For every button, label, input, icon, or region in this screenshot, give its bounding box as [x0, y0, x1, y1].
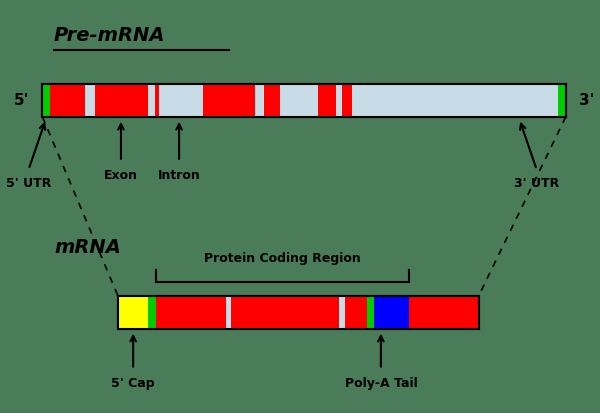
- Text: Pre-mRNA: Pre-mRNA: [54, 26, 166, 45]
- Bar: [367, 296, 374, 329]
- Bar: [118, 296, 148, 329]
- Bar: [118, 296, 479, 329]
- Text: Poly-A Tail: Poly-A Tail: [344, 377, 417, 390]
- Text: 3': 3': [578, 93, 594, 108]
- Bar: [335, 84, 343, 117]
- Bar: [318, 84, 335, 117]
- Bar: [43, 84, 50, 117]
- Bar: [155, 84, 160, 117]
- Bar: [345, 296, 367, 329]
- Bar: [156, 296, 226, 329]
- Bar: [148, 296, 156, 329]
- Bar: [203, 84, 255, 117]
- Bar: [226, 296, 232, 329]
- Text: Intron: Intron: [158, 169, 200, 182]
- Bar: [118, 296, 479, 329]
- Bar: [85, 84, 95, 117]
- Bar: [160, 84, 203, 117]
- Text: Exon: Exon: [104, 169, 138, 182]
- Bar: [343, 84, 352, 117]
- Bar: [352, 84, 558, 117]
- Bar: [148, 84, 155, 117]
- Text: 5': 5': [14, 93, 29, 108]
- Bar: [50, 84, 85, 117]
- Text: mRNA: mRNA: [54, 238, 121, 257]
- Bar: [43, 84, 566, 117]
- Text: Protein Coding Region: Protein Coding Region: [204, 252, 361, 265]
- Text: 3' UTR: 3' UTR: [514, 177, 559, 190]
- Bar: [339, 296, 345, 329]
- Bar: [264, 84, 280, 117]
- Bar: [255, 84, 264, 117]
- Text: 5' UTR: 5' UTR: [6, 177, 51, 190]
- Bar: [374, 296, 409, 329]
- Bar: [232, 296, 339, 329]
- Bar: [43, 84, 566, 117]
- Bar: [280, 84, 318, 117]
- Text: 5' Cap: 5' Cap: [112, 377, 155, 390]
- Bar: [95, 84, 148, 117]
- Bar: [558, 84, 566, 117]
